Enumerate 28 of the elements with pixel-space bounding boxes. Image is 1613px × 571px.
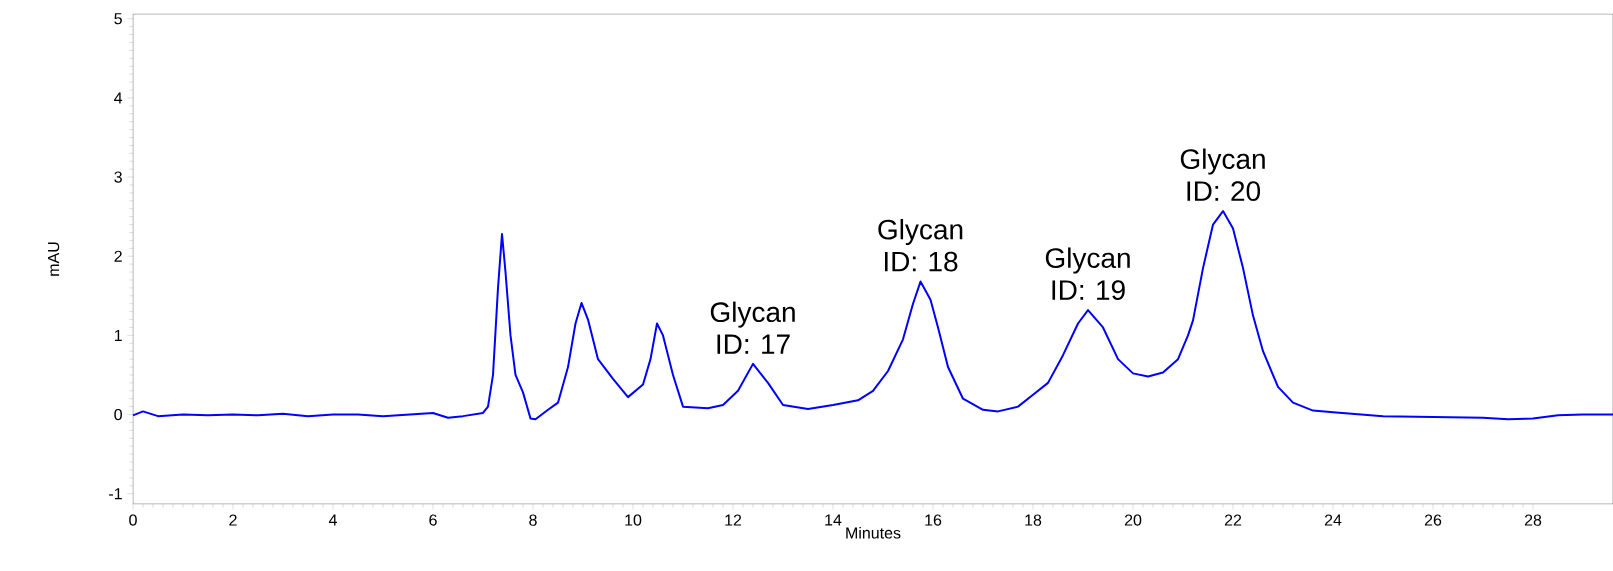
y-tick-label: 4 — [114, 92, 123, 104]
x-tick-label: 6 — [429, 514, 437, 526]
y-tick-label: 1 — [114, 329, 122, 341]
annotation: Glycan ID: 20 — [1180, 148, 1265, 202]
x-tick-label: 16 — [925, 514, 942, 526]
annotation: Glycan ID: 17 — [710, 301, 795, 354]
x-tick-label: 26 — [1424, 514, 1442, 526]
x-tick-label: 28 — [1524, 514, 1542, 526]
x-tick-label: 14 — [825, 514, 842, 526]
y-tick-label: 3 — [114, 171, 122, 183]
x-tick-label: 2 — [229, 514, 237, 526]
x-tick-label: 12 — [725, 514, 742, 526]
y-tick-label: -1 — [109, 488, 122, 500]
x-tick-label: 8 — [529, 514, 537, 526]
x-tick-label: 24 — [1324, 514, 1342, 526]
x-tick-label: 10 — [625, 514, 642, 526]
y-tick-label: 0 — [114, 408, 122, 421]
x-tick-label: 18 — [1025, 514, 1042, 526]
annotation: Glycan ID: 18 — [878, 218, 963, 272]
x-tick-label: 0 — [129, 514, 137, 526]
y-tick-label: 2 — [114, 250, 122, 262]
y-axis-title: mAU — [48, 242, 60, 276]
x-tick-label: 4 — [328, 514, 337, 526]
x-tick-label: 20 — [1124, 514, 1142, 526]
annotation: Glycan ID: 19 — [1045, 247, 1130, 301]
y-tick-label: 5 — [114, 13, 122, 25]
x-tick-label: 22 — [1224, 514, 1242, 526]
x-axis-title: Minutes — [846, 526, 901, 539]
